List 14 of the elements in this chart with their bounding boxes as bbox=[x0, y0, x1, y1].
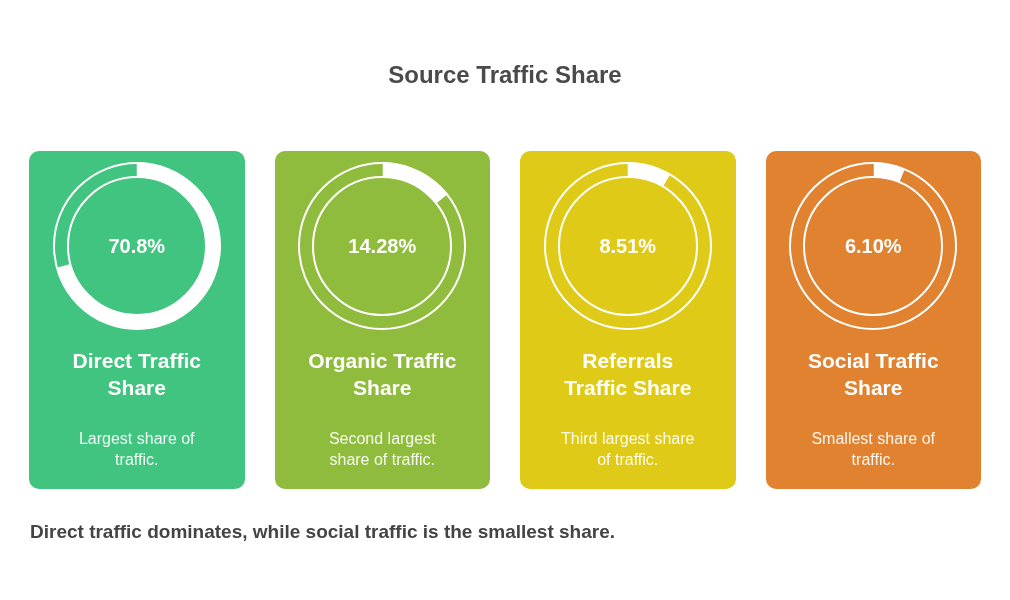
category-label: Direct Traffic Share bbox=[71, 348, 202, 401]
data-label: 8.51% bbox=[598, 234, 658, 259]
text: Largest share of traffic. bbox=[77, 429, 196, 470]
text: Source Traffic Share bbox=[387, 60, 623, 90]
text: Direct traffic dominates, while social traffic is the smallest share. bbox=[30, 520, 615, 544]
text: Smallest share of traffic. bbox=[810, 429, 937, 470]
category-label: Social Traffic Share bbox=[806, 348, 940, 401]
category-label: Organic Traffic Share bbox=[307, 348, 458, 401]
data-label: 70.8% bbox=[107, 234, 167, 259]
text: Second largest share of traffic. bbox=[327, 429, 437, 470]
text: Third largest share of traffic. bbox=[560, 429, 696, 470]
data-label: 14.28% bbox=[347, 234, 418, 259]
data-label: 6.10% bbox=[843, 234, 903, 259]
category-label: Referrals Traffic Share bbox=[563, 348, 693, 401]
